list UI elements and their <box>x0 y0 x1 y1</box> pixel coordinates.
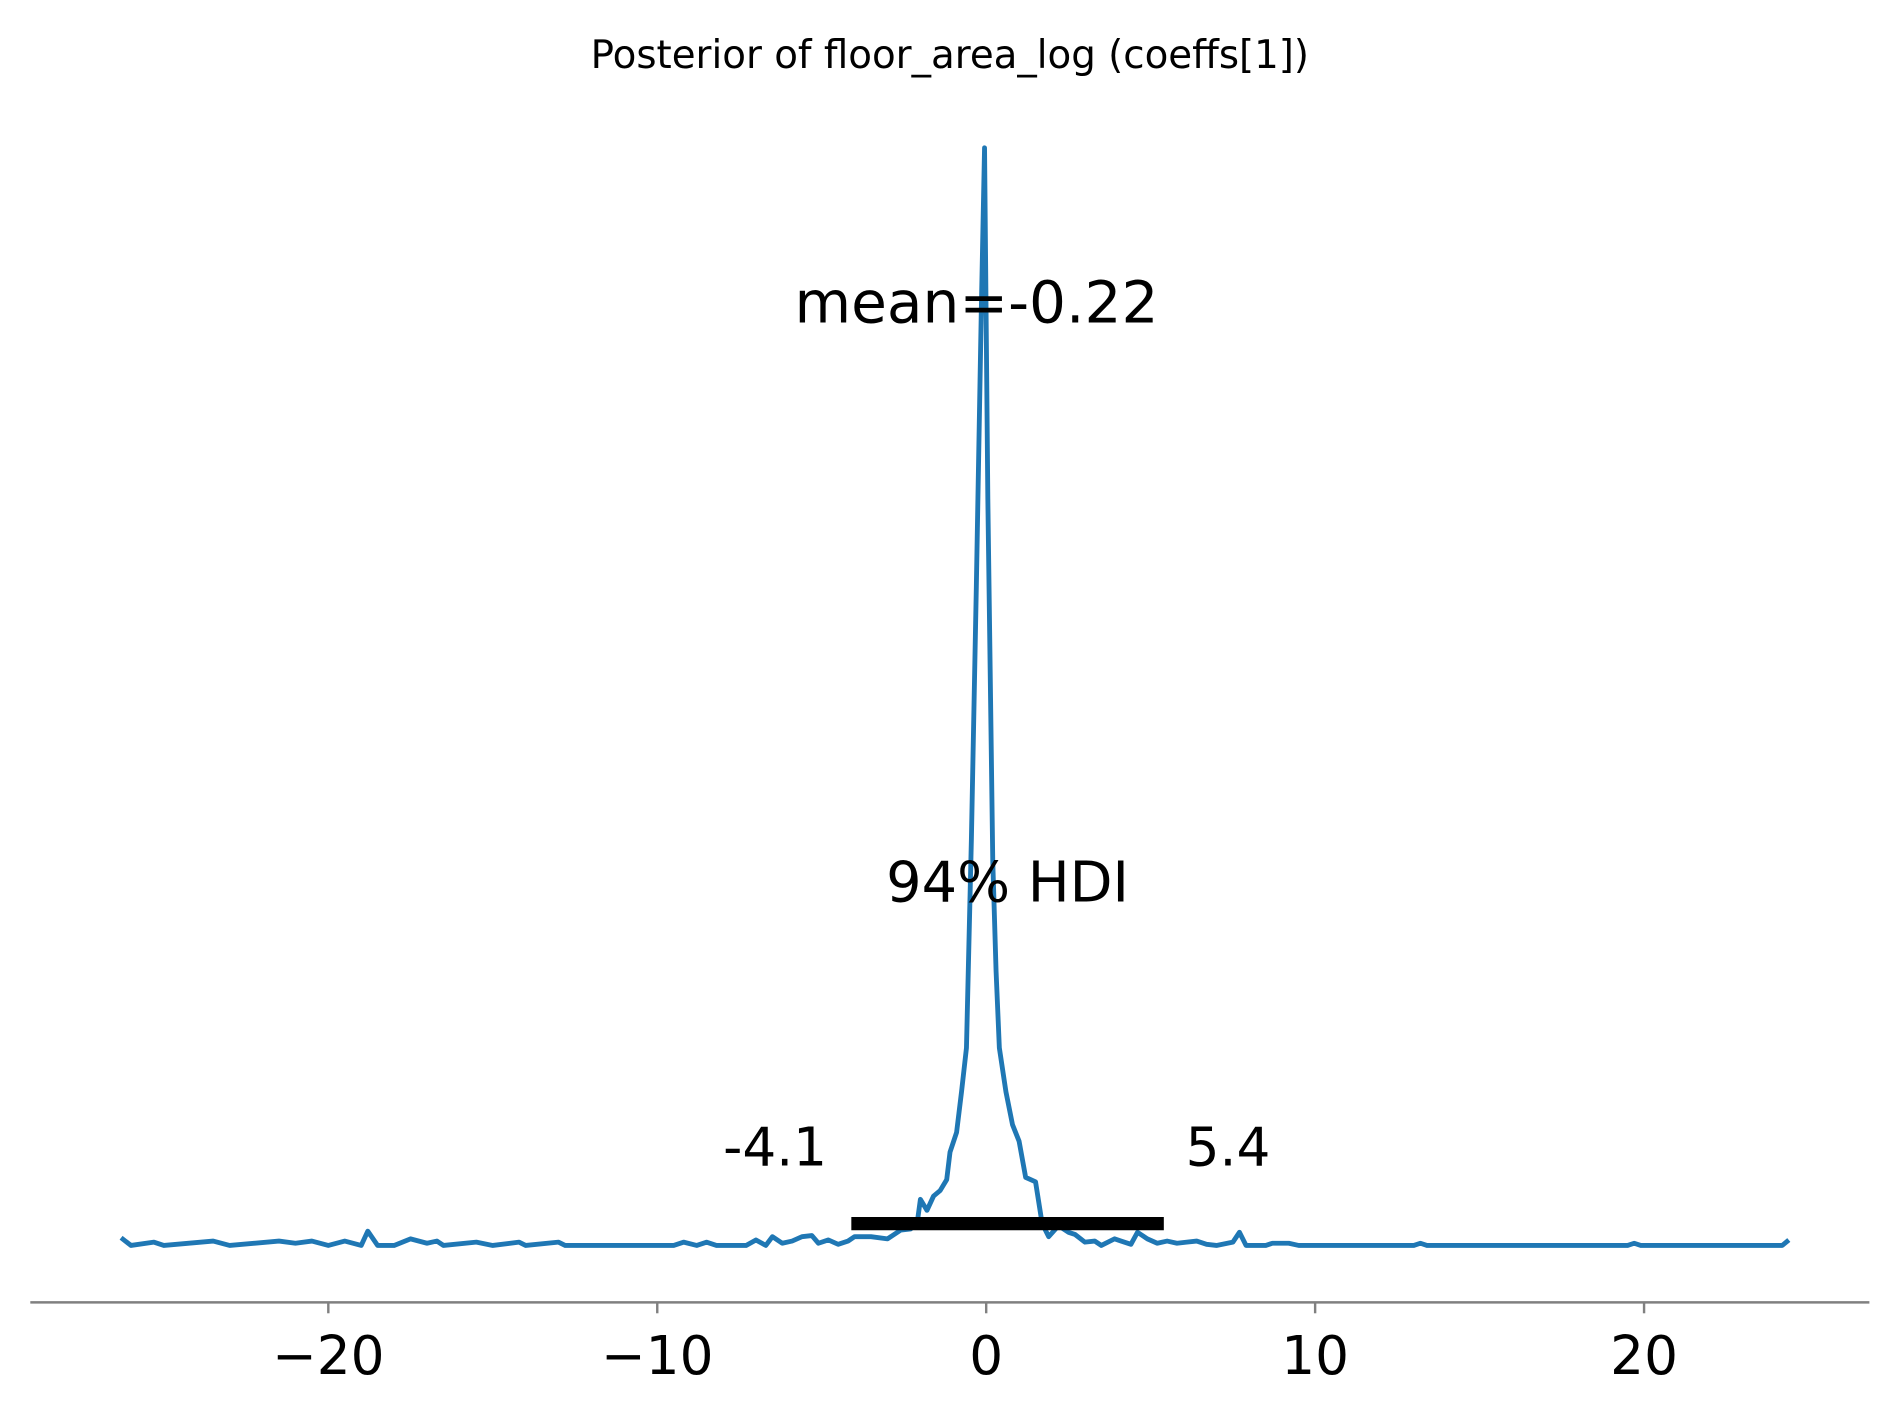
x-tick-label: 20 <box>1610 1325 1678 1387</box>
x-tick-label: 0 <box>969 1325 1003 1387</box>
hdi-high-label: 5.4 <box>1186 1116 1271 1178</box>
hdi-low-label: -4.1 <box>723 1116 827 1178</box>
x-tick-label: 10 <box>1281 1325 1349 1387</box>
mean-label: mean=-0.22 <box>794 268 1158 336</box>
x-tick-label: −10 <box>601 1325 713 1387</box>
chart-title: Posterior of floor_area_log (coeffs[1]) <box>591 33 1309 78</box>
density-line <box>119 145 1791 1248</box>
x-tick-label: −20 <box>272 1325 384 1387</box>
hdi-label: 94% HDI <box>886 850 1129 915</box>
